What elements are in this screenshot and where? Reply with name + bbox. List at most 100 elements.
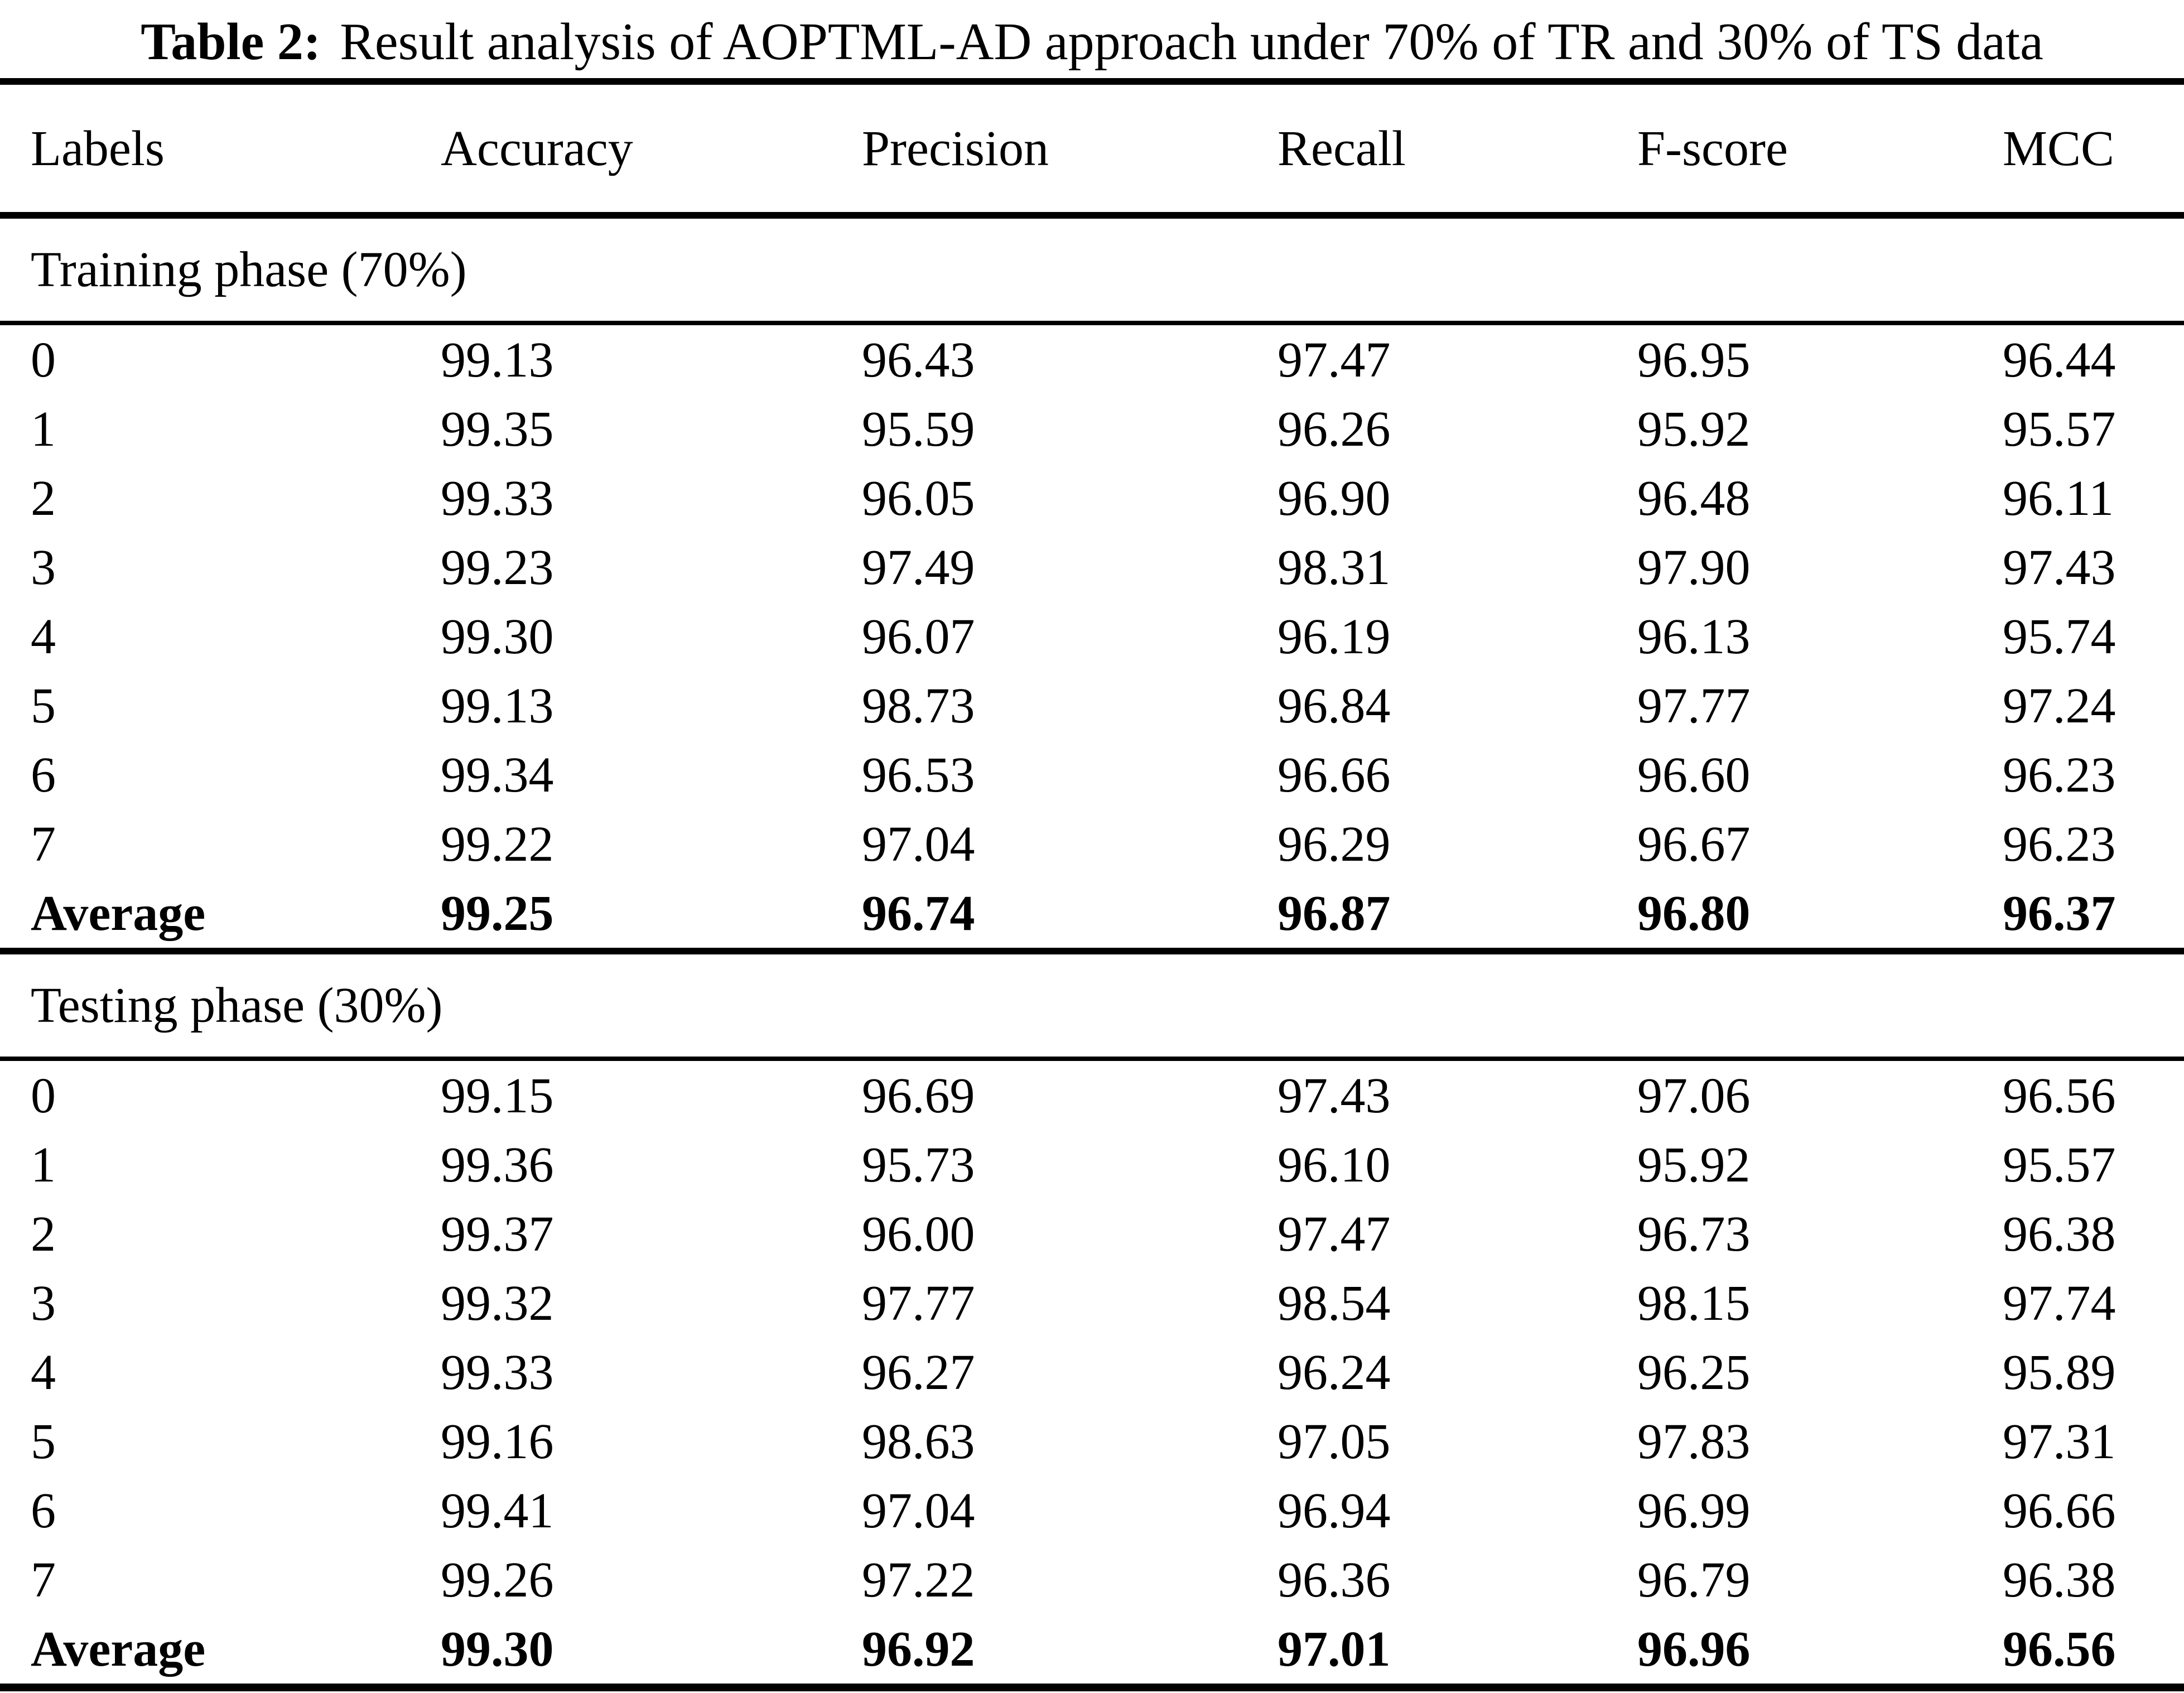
column-header-recall: Recall bbox=[1277, 78, 1637, 219]
table-row: 1 99.35 95.59 96.26 95.92 95.57 bbox=[0, 394, 2184, 464]
value-cell: 97.22 bbox=[862, 1552, 975, 1608]
row-label-cell: 6 bbox=[31, 747, 56, 803]
value-cell: 96.94 bbox=[1277, 1483, 1391, 1538]
table-row: 6 99.34 96.53 96.66 96.60 96.23 bbox=[0, 740, 2184, 809]
value-cell: 97.74 bbox=[2003, 1275, 2116, 1331]
row-label-cell: 7 bbox=[31, 816, 56, 872]
row-label-cell: 5 bbox=[31, 678, 56, 734]
column-header-precision: Precision bbox=[862, 78, 1277, 219]
value-cell: 99.22 bbox=[441, 816, 554, 872]
row-label-cell: 3 bbox=[31, 539, 56, 595]
value-cell: 95.92 bbox=[1637, 1137, 1751, 1193]
value-cell: 97.04 bbox=[862, 816, 975, 872]
results-table: Labels Accuracy Precision Recall F-score MCC … bbox=[0, 78, 2184, 1691]
average-row: Average 99.30 96.92 97.01 96.96 96.56 bbox=[0, 1614, 2184, 1691]
value-cell: 98.31 bbox=[1277, 539, 1391, 595]
value-cell: 96.05 bbox=[862, 470, 975, 526]
column-header-accuracy: Accuracy bbox=[441, 78, 862, 219]
value-cell: 96.19 bbox=[1277, 609, 1391, 664]
row-label-cell: 2 bbox=[31, 1206, 56, 1262]
row-label-cell: 6 bbox=[31, 1483, 56, 1538]
value-cell: 96.24 bbox=[1277, 1344, 1391, 1400]
value-cell: 98.15 bbox=[1637, 1275, 1751, 1331]
value-cell: 97.90 bbox=[1637, 539, 1751, 595]
row-label-cell: 1 bbox=[31, 401, 56, 457]
value-cell: 98.63 bbox=[862, 1414, 975, 1469]
value-cell: 95.59 bbox=[862, 401, 975, 457]
row-label-cell: 5 bbox=[31, 1414, 56, 1469]
value-cell: 97.43 bbox=[1277, 1068, 1391, 1123]
value-cell: 96.67 bbox=[1637, 816, 1751, 872]
table-row: 0 99.15 96.69 97.43 97.06 96.56 bbox=[0, 1059, 2184, 1130]
value-cell: 95.74 bbox=[2003, 609, 2116, 664]
value-cell: 96.73 bbox=[1637, 1206, 1751, 1262]
value-cell: 96.66 bbox=[1277, 747, 1391, 803]
value-cell: 96.29 bbox=[1277, 816, 1391, 872]
value-cell: 99.32 bbox=[441, 1275, 554, 1331]
value-cell: 96.95 bbox=[1637, 332, 1751, 388]
value-cell: 96.13 bbox=[1637, 609, 1751, 664]
value-cell: 96.11 bbox=[2003, 470, 2114, 526]
value-cell: 97.83 bbox=[1637, 1414, 1751, 1469]
value-cell: 96.25 bbox=[1637, 1344, 1751, 1400]
value-cell: 96.44 bbox=[2003, 332, 2116, 388]
value-cell: 97.47 bbox=[1277, 1206, 1391, 1262]
value-cell: 99.15 bbox=[441, 1068, 554, 1123]
value-cell: 95.73 bbox=[862, 1137, 975, 1193]
value-cell: 98.73 bbox=[862, 678, 975, 734]
value-cell: 99.16 bbox=[441, 1414, 554, 1469]
value-cell: 99.30 bbox=[441, 609, 554, 664]
average-label-cell: Average bbox=[0, 879, 441, 954]
value-cell: 96.38 bbox=[2003, 1206, 2116, 1262]
table-row: 4 99.30 96.07 96.19 96.13 95.74 bbox=[0, 602, 2184, 671]
table-row: 1 99.36 95.73 96.10 95.92 95.57 bbox=[0, 1130, 2184, 1199]
value-cell: 96.23 bbox=[2003, 747, 2116, 803]
average-value-cell: 97.01 bbox=[1277, 1614, 1637, 1691]
value-cell: 97.47 bbox=[1277, 332, 1391, 388]
table-caption-text: Result analysis of AOPTML-AD approach un… bbox=[340, 13, 2043, 71]
average-value-cell: 96.37 bbox=[2003, 879, 2184, 954]
table-caption-number: Table 2: bbox=[141, 13, 321, 71]
value-cell: 97.77 bbox=[862, 1275, 975, 1331]
value-cell: 96.60 bbox=[1637, 747, 1751, 803]
value-cell: 95.57 bbox=[2003, 1137, 2116, 1193]
value-cell: 97.31 bbox=[2003, 1414, 2116, 1469]
value-cell: 96.90 bbox=[1277, 470, 1391, 526]
value-cell: 95.92 bbox=[1637, 401, 1751, 457]
section-header-label: Testing phase (30%) bbox=[0, 951, 2184, 1061]
table-row: 3 99.23 97.49 98.31 97.90 97.43 bbox=[0, 533, 2184, 602]
value-cell: 96.48 bbox=[1637, 470, 1751, 526]
value-cell: 96.79 bbox=[1637, 1552, 1751, 1608]
value-cell: 97.43 bbox=[2003, 539, 2116, 595]
value-cell: 99.37 bbox=[441, 1206, 554, 1262]
section-header-row: Testing phase (30%) bbox=[0, 951, 2184, 1061]
value-cell: 96.36 bbox=[1277, 1552, 1391, 1608]
table-row: 2 99.37 96.00 97.47 96.73 96.38 bbox=[0, 1199, 2184, 1268]
value-cell: 97.24 bbox=[2003, 678, 2116, 734]
average-row: Average 99.25 96.74 96.87 96.80 96.37 bbox=[0, 879, 2184, 954]
value-cell: 97.77 bbox=[1637, 678, 1751, 734]
value-cell: 96.23 bbox=[2003, 816, 2116, 872]
value-cell: 99.36 bbox=[441, 1137, 554, 1193]
table-header: Labels Accuracy Precision Recall F-score MCC bbox=[0, 78, 2184, 219]
table-caption: Table 2: Result analysis of AOPTML-AD app… bbox=[0, 0, 2184, 78]
section-header-label: Training phase (70%) bbox=[0, 215, 2184, 325]
table-row: 4 99.33 96.27 96.24 96.25 95.89 bbox=[0, 1338, 2184, 1407]
value-cell: 96.53 bbox=[862, 747, 975, 803]
value-cell: 99.33 bbox=[441, 470, 554, 526]
value-cell: 99.13 bbox=[441, 332, 554, 388]
average-label-cell: Average bbox=[0, 1614, 441, 1691]
row-label-cell: 2 bbox=[31, 470, 56, 526]
value-cell: 98.54 bbox=[1277, 1275, 1391, 1331]
row-label-cell: 0 bbox=[31, 332, 56, 388]
value-cell: 99.35 bbox=[441, 401, 554, 457]
table-row: 5 99.16 98.63 97.05 97.83 97.31 bbox=[0, 1407, 2184, 1476]
row-label-cell: 4 bbox=[31, 609, 56, 664]
value-cell: 96.43 bbox=[862, 332, 975, 388]
column-header-labels: Labels bbox=[0, 78, 441, 219]
table-row: 2 99.33 96.05 96.90 96.48 96.11 bbox=[0, 464, 2184, 533]
value-cell: 99.23 bbox=[441, 539, 554, 595]
table-row: 6 99.41 97.04 96.94 96.99 96.66 bbox=[0, 1476, 2184, 1545]
row-label-cell: 7 bbox=[31, 1552, 56, 1608]
average-value-cell: 96.87 bbox=[1277, 879, 1637, 954]
